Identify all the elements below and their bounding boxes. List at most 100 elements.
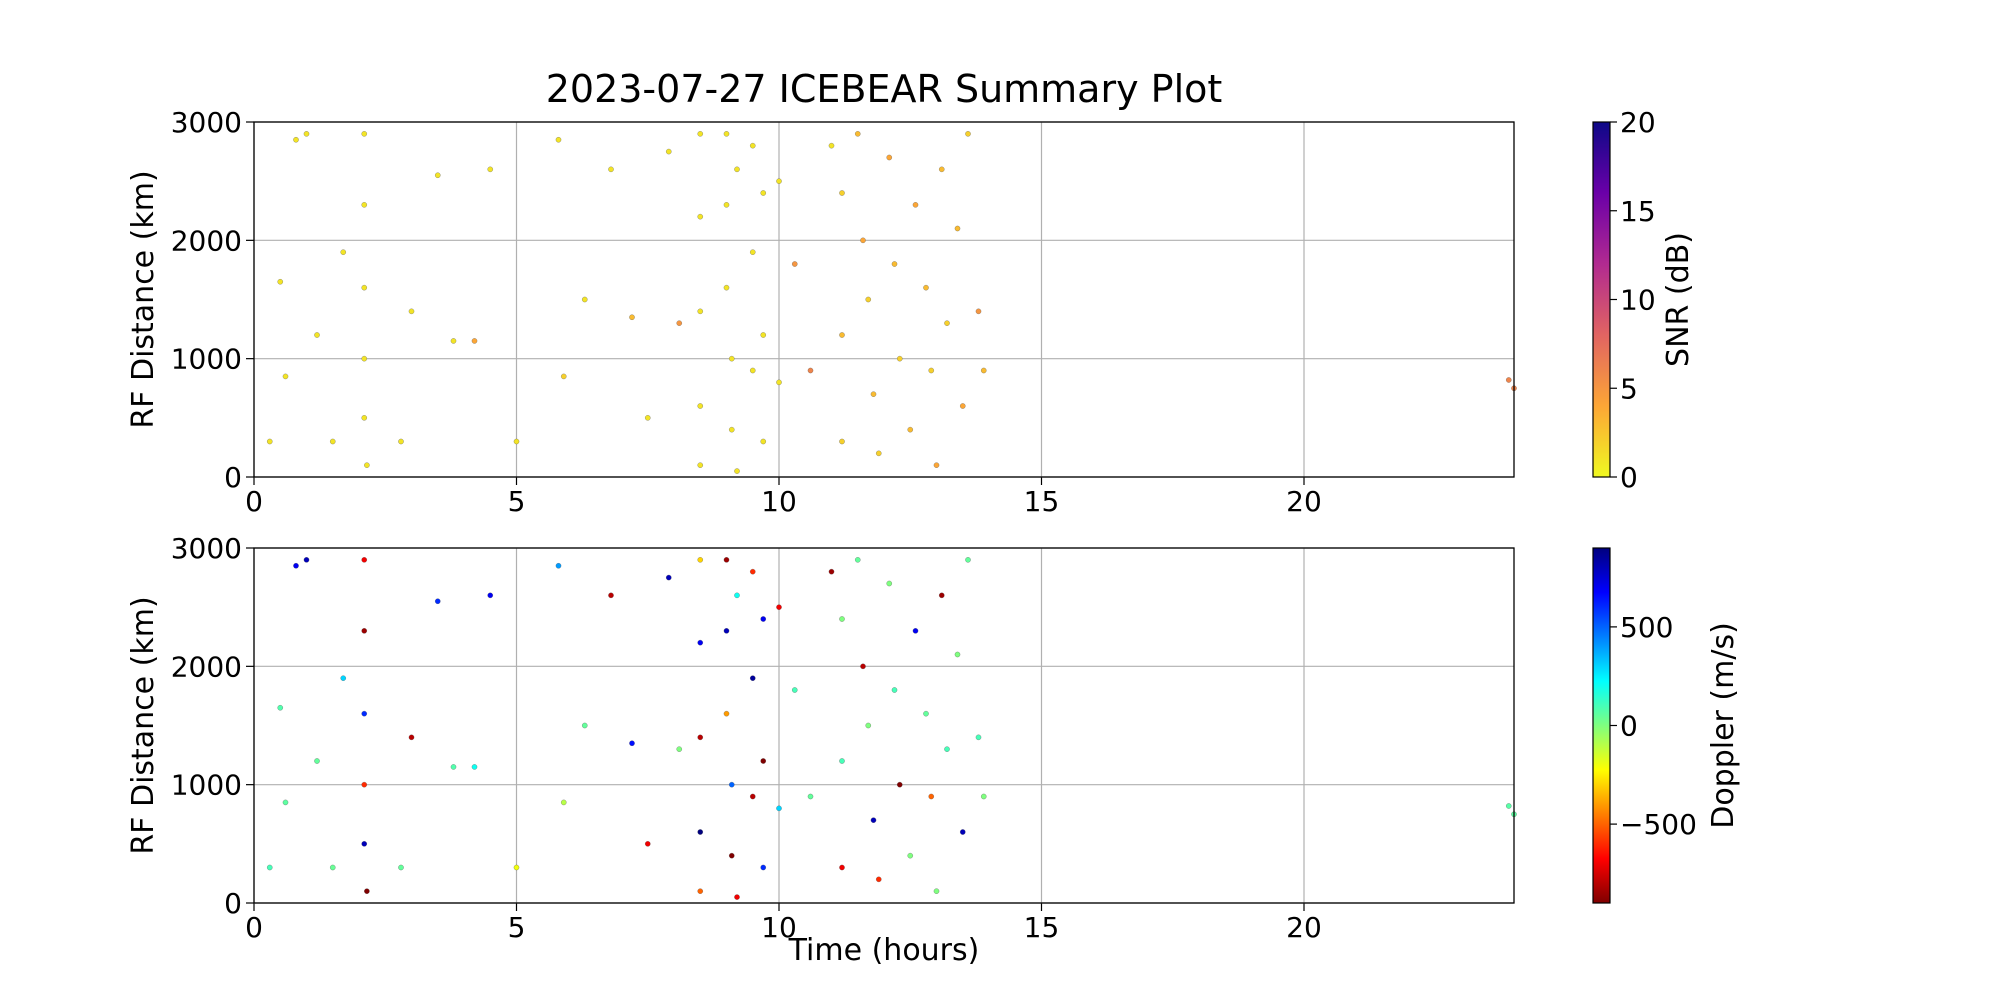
point <box>865 296 872 303</box>
y-tick-label: 3000 <box>171 532 242 565</box>
point <box>760 190 767 196</box>
point <box>450 338 457 344</box>
point <box>760 758 767 764</box>
point <box>734 894 740 900</box>
colorbar-tick-label: 10 <box>1620 284 1656 317</box>
point <box>928 793 935 800</box>
point <box>314 332 320 338</box>
point <box>487 592 493 599</box>
point <box>361 202 367 208</box>
point <box>870 817 877 823</box>
point <box>729 426 735 433</box>
point <box>729 355 735 362</box>
point <box>471 764 478 770</box>
y-tick-label: 1000 <box>171 343 242 376</box>
point <box>750 142 756 149</box>
point <box>293 136 299 143</box>
point <box>891 261 898 267</box>
x-tick-label: 10 <box>761 911 797 944</box>
x-tick-label: 15 <box>1024 911 1060 944</box>
point <box>361 415 367 421</box>
y-tick-label: 1000 <box>171 769 242 802</box>
point <box>828 142 835 149</box>
point <box>760 332 767 338</box>
point <box>760 438 767 445</box>
point <box>776 379 782 386</box>
x-tick-label: 15 <box>1024 485 1060 518</box>
point <box>760 864 767 871</box>
point <box>839 332 845 338</box>
y-axis-label: RF Distance (km) <box>126 596 161 854</box>
point <box>944 320 950 326</box>
point <box>965 131 971 137</box>
point <box>865 722 872 729</box>
point <box>629 740 635 747</box>
point <box>266 438 273 445</box>
point <box>723 710 730 717</box>
point <box>282 799 289 806</box>
point <box>361 628 367 634</box>
point <box>828 568 835 575</box>
y-tick-label: 0 <box>224 887 242 920</box>
point <box>513 864 520 871</box>
point <box>939 166 945 173</box>
point <box>676 320 683 326</box>
point <box>776 805 782 812</box>
point <box>361 557 367 563</box>
point <box>760 616 767 622</box>
point <box>340 249 346 255</box>
point <box>734 468 740 474</box>
point <box>666 574 672 581</box>
point <box>340 675 346 681</box>
point <box>723 628 730 634</box>
point <box>876 450 882 457</box>
point <box>561 799 567 806</box>
point <box>750 675 756 681</box>
point <box>839 190 845 196</box>
point <box>697 131 704 137</box>
point <box>645 841 651 847</box>
point <box>697 557 704 563</box>
point <box>933 888 940 894</box>
point <box>855 131 861 137</box>
point <box>734 166 740 173</box>
point <box>975 734 982 741</box>
point <box>697 213 704 220</box>
point <box>912 628 919 634</box>
point <box>361 781 367 788</box>
point <box>729 852 735 859</box>
colorbar-label: SNR (dB) <box>1661 232 1696 367</box>
point <box>912 202 919 208</box>
point <box>697 888 704 894</box>
point <box>876 876 882 883</box>
plot-frame <box>253 121 1515 478</box>
point <box>629 314 635 320</box>
colorbar-tick-label: 500 <box>1620 611 1673 644</box>
point <box>293 563 299 569</box>
colorbar-tick-label: 20 <box>1620 106 1656 139</box>
point <box>361 131 367 137</box>
point <box>960 829 966 835</box>
point <box>329 438 336 445</box>
point <box>697 403 704 409</box>
point <box>907 426 914 433</box>
x-axis-label: Time (hours) <box>788 933 980 968</box>
point <box>676 746 683 752</box>
point <box>582 296 588 303</box>
point <box>697 734 704 741</box>
point <box>839 864 845 871</box>
point <box>361 710 367 717</box>
colorbar-tick-label: 5 <box>1620 372 1638 405</box>
point <box>897 355 903 362</box>
x-tick-label: 5 <box>508 485 526 518</box>
point <box>729 781 735 788</box>
point <box>361 284 367 291</box>
point <box>434 598 441 605</box>
point <box>723 202 730 208</box>
point <box>750 367 756 374</box>
point <box>277 278 283 285</box>
colorbar-tick-label: −500 <box>1620 808 1697 841</box>
point <box>981 367 987 374</box>
point <box>954 651 961 658</box>
